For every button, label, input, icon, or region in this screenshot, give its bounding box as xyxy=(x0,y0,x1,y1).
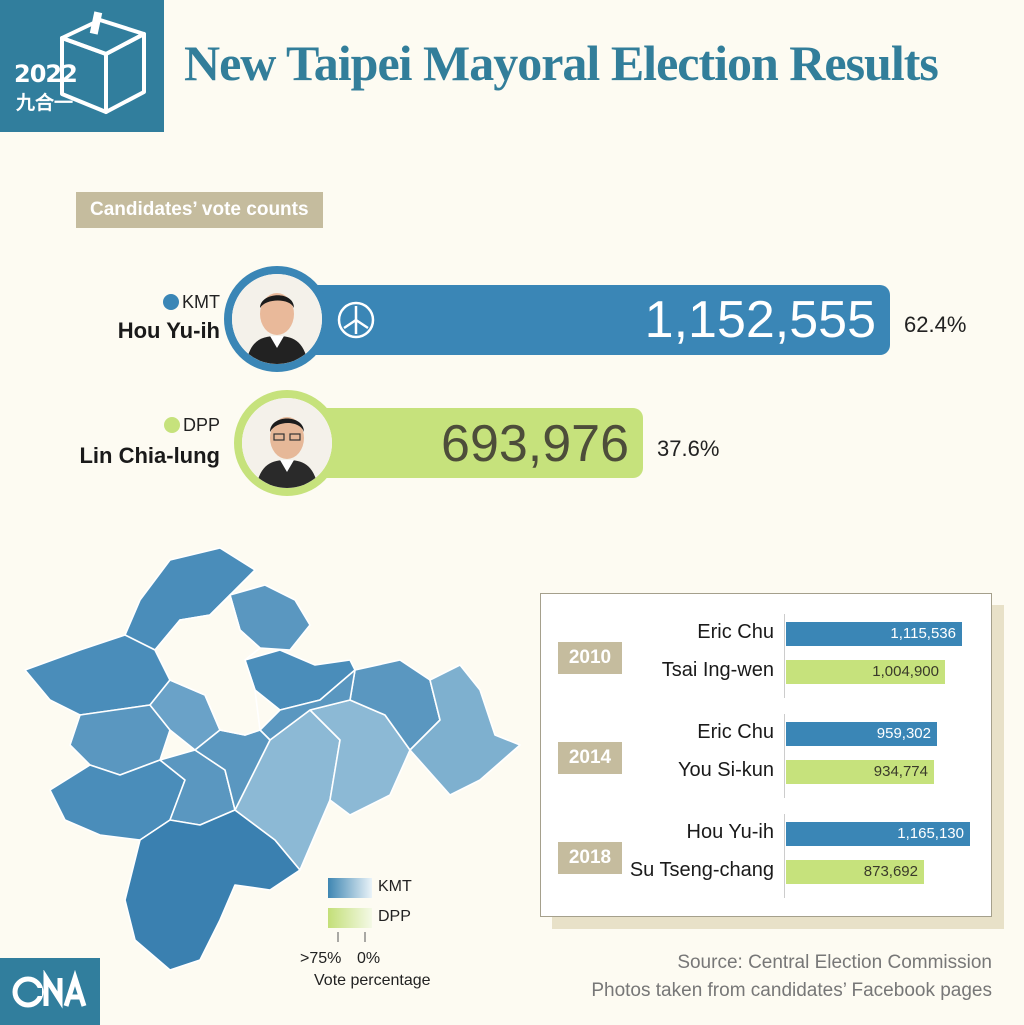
history-axis-line xyxy=(784,614,785,698)
history-candidate-name: Hou Yu-ih xyxy=(686,821,774,843)
party-label-kmt: KMT xyxy=(120,292,220,313)
avatar-hou xyxy=(224,266,330,372)
legend-kmt-label: KMT xyxy=(378,878,412,895)
history-bar-kmt: 959,302 xyxy=(786,722,937,746)
district-map xyxy=(24,547,521,971)
map-district-sanxia xyxy=(124,809,301,971)
candidate-name: Lin Chia-lung xyxy=(79,443,220,468)
cna-logo xyxy=(0,958,100,1025)
legend-scale-title: Vote percentage xyxy=(314,972,431,989)
year-label: 2014 xyxy=(558,742,622,774)
logo-chinese: 九合一 xyxy=(16,92,74,114)
dpp-dot-icon xyxy=(163,417,180,433)
photo-credit-line: Photos taken from candidates’ Facebook p… xyxy=(591,980,992,1001)
vote-count-dpp: 693,976 xyxy=(441,415,629,473)
legend-dpp-label: DPP xyxy=(378,908,411,925)
ballot-box-icon xyxy=(60,11,146,114)
section-label: Candidates’ vote counts xyxy=(76,192,323,228)
year-label: 2018 xyxy=(558,842,622,874)
legend-scale-high: >75% xyxy=(300,950,342,967)
history-bar-dpp: 873,692 xyxy=(786,860,924,884)
kmt-dot-icon xyxy=(163,294,179,310)
legend-kmt-swatch xyxy=(328,878,372,898)
candidate-name: Hou Yu-ih xyxy=(117,318,220,343)
year-label: 2010 xyxy=(558,642,622,674)
vote-count-kmt: 1,152,555 xyxy=(644,291,876,349)
map-district-west-coast xyxy=(24,634,171,716)
history-candidate-name: Eric Chu xyxy=(697,721,774,743)
vote-pct-kmt: 62.4% xyxy=(904,312,967,337)
avatar-lin xyxy=(234,390,340,496)
history-candidate-name: Tsai Ing-wen xyxy=(661,659,774,681)
ballot-stamp-icon xyxy=(337,301,375,339)
history-bar-kmt: 1,165,130 xyxy=(786,822,970,846)
cna-logo-icon xyxy=(12,970,87,1009)
page-title: New Taipei Mayoral Election Results xyxy=(184,35,939,91)
history-candidate-name: Su Tseng-chang xyxy=(629,859,774,881)
source-line: Source: Central Election Commission xyxy=(677,952,992,973)
history-axis-line xyxy=(784,814,785,898)
history-bar-dpp: 934,774 xyxy=(786,760,934,784)
map-district-gongliao xyxy=(409,664,521,796)
ballot-box-logo: 2022 九合一 xyxy=(0,0,164,132)
history-bar-kmt: 1,115,536 xyxy=(786,622,962,646)
legend-scale-low: 0% xyxy=(357,950,381,967)
history-candidate-name: You Si-kun xyxy=(678,759,774,781)
legend-dpp-swatch xyxy=(328,908,372,928)
logo-year: 2022 xyxy=(14,60,78,88)
history-candidate-name: Eric Chu xyxy=(697,621,774,643)
history-axis-line xyxy=(784,714,785,798)
map-taipei-cutout xyxy=(154,593,262,736)
history-bar-dpp: 1,004,900 xyxy=(786,660,945,684)
vote-pct-dpp: 37.6% xyxy=(657,436,720,461)
party-label-dpp: DPP xyxy=(120,415,220,436)
